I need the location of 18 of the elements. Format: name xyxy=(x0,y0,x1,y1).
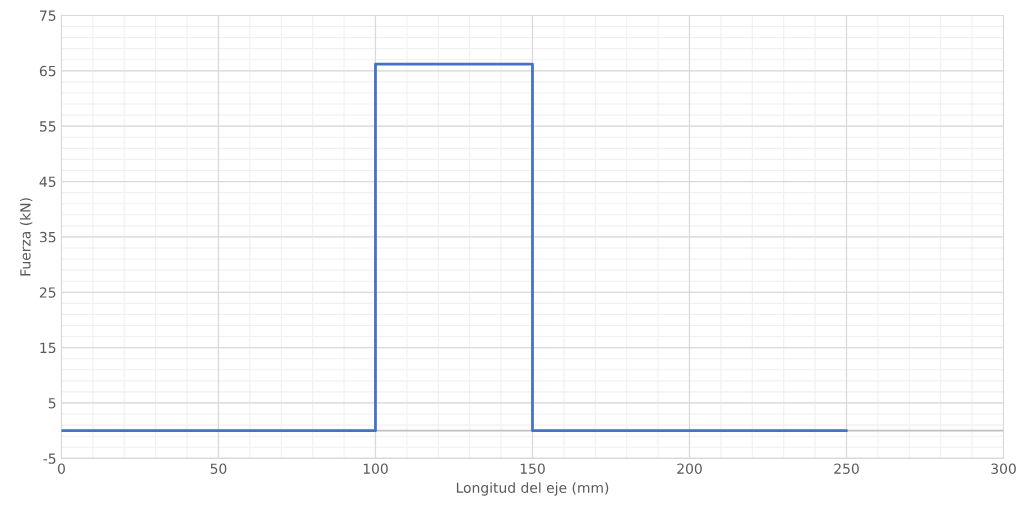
x-tick-label: 300 xyxy=(991,463,1016,474)
y-tick-label: 25 xyxy=(39,287,56,298)
x-tick-label: 250 xyxy=(834,463,859,474)
y-tick-label: -5 xyxy=(43,453,56,464)
y-tick-label: 5 xyxy=(48,398,56,409)
y-axis-title: Fuerza (kN) xyxy=(19,198,33,276)
x-tick-label: 200 xyxy=(677,463,702,474)
y-tick-label: 75 xyxy=(40,10,56,21)
x-tick-label: 150 xyxy=(520,463,545,474)
x-tick-label: 50 xyxy=(210,463,227,474)
x-tick-label: 0 xyxy=(57,463,65,474)
y-tick-label: 55 xyxy=(39,121,56,132)
y-tick-label: 45 xyxy=(39,176,56,188)
x-axis-title: Longitud del eje (mm) xyxy=(456,482,609,496)
y-tick-label: 35 xyxy=(39,231,56,243)
x-tick-label: 100 xyxy=(363,463,388,474)
y-tick-label: 65 xyxy=(39,65,56,77)
y-tick-label: 15 xyxy=(40,342,56,354)
